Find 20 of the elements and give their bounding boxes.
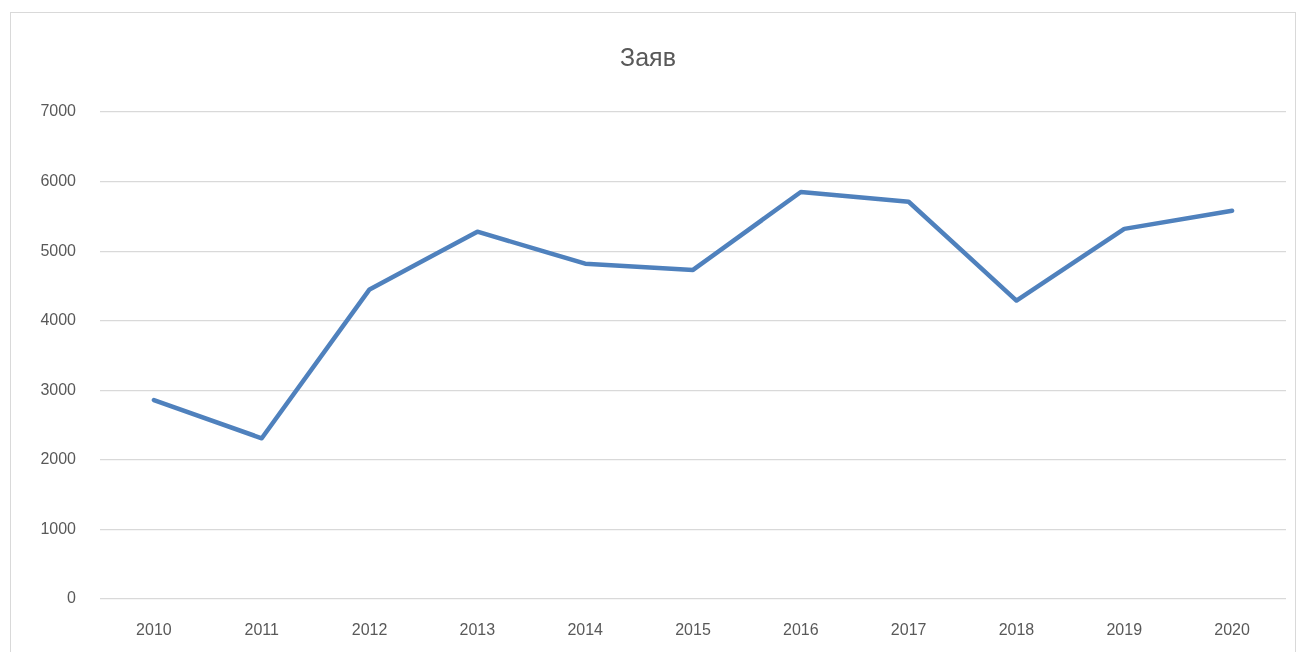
- y-tick-label: 5000: [40, 241, 77, 259]
- x-tick-label: 2020: [1214, 621, 1250, 639]
- y-tick-label: 3000: [40, 380, 77, 398]
- x-tick-label: 2016: [783, 621, 819, 639]
- y-tick-label: 4000: [40, 311, 77, 329]
- y-tick-label: 0: [67, 589, 77, 607]
- x-tick-label: 2018: [998, 621, 1035, 639]
- x-tick-label: 2012: [351, 621, 388, 639]
- x-tick-label: 2015: [675, 621, 711, 639]
- x-tick-label: 2013: [459, 621, 496, 639]
- x-tick-label: 2019: [1106, 621, 1143, 639]
- x-tick-label: 2011: [244, 621, 280, 639]
- y-tick-label: 7000: [40, 102, 77, 120]
- y-tick-label: 1000: [40, 519, 77, 537]
- x-tick-label: 2014: [567, 621, 604, 639]
- x-tick-label: 2017: [890, 621, 927, 639]
- chart-title: Заяв: [620, 42, 676, 71]
- x-tick-label: 2010: [136, 621, 172, 639]
- y-tick-label: 2000: [40, 450, 77, 468]
- y-tick-label: 6000: [40, 171, 77, 189]
